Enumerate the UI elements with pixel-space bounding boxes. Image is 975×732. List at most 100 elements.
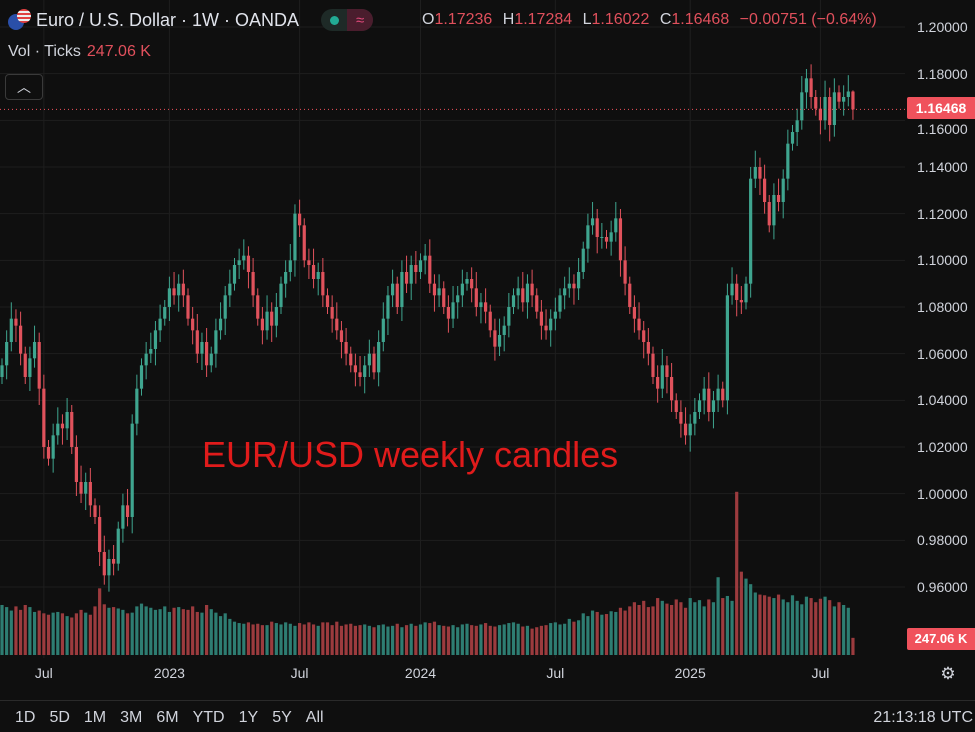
range-1d[interactable]: 1D <box>15 709 36 726</box>
volume-bar <box>232 621 237 655</box>
volume-bar <box>23 605 27 655</box>
volume-bar <box>307 622 311 655</box>
candle-body <box>530 283 534 296</box>
candle-body <box>298 213 302 226</box>
candle-body <box>46 446 51 459</box>
volume-bar <box>577 620 581 655</box>
volume-bar <box>293 625 297 655</box>
gear-icon[interactable]: ⚙ <box>940 664 956 683</box>
volume-bar <box>42 613 46 655</box>
volume-indicator-value: 247.06 K <box>86 43 151 60</box>
range-1m[interactable]: 1M <box>83 709 107 726</box>
candle-body <box>484 302 488 312</box>
last-price-label: 1.16468 <box>907 97 975 119</box>
candle-body <box>437 288 441 296</box>
last-volume-label: 247.06 K <box>907 628 975 650</box>
candle-body <box>325 295 330 307</box>
x-tick-label: Jul <box>811 665 830 681</box>
volume-bar <box>14 606 18 655</box>
candle-body <box>846 91 850 97</box>
volume-bar <box>428 623 432 655</box>
volume-bar <box>144 606 148 655</box>
y-tick-label: 1.06000 <box>917 345 968 362</box>
collapse-legend-button[interactable]: ︿ <box>5 74 43 100</box>
candle-body <box>418 260 423 272</box>
range-3m[interactable]: 3M <box>120 709 143 726</box>
candle-body <box>479 302 483 307</box>
wave-icon: ≈ <box>347 9 374 31</box>
volume-bar <box>186 609 190 655</box>
range-all[interactable]: All <box>305 709 324 726</box>
y-tick-label: 1.02000 <box>917 438 968 455</box>
volume-indicator-label: Vol · Ticks <box>8 43 81 60</box>
candle-body <box>28 358 32 377</box>
chart-annotation[interactable]: EUR/USD weekly candles <box>202 434 619 475</box>
volume-bar <box>349 623 353 655</box>
volume-bar <box>716 577 720 655</box>
volume-bar <box>288 623 292 655</box>
candle-body <box>209 353 213 366</box>
candle-body <box>70 411 74 447</box>
ohlc-legend: O1.17236 H1.17284 L1.16022 C1.16468 −0.0… <box>422 11 883 29</box>
volume-bar <box>488 625 492 655</box>
candle-body <box>139 365 144 389</box>
volume-bar <box>432 621 437 655</box>
volume-bar <box>121 609 125 655</box>
volume-bar <box>163 606 167 655</box>
candle-body <box>423 255 427 261</box>
volume-bar <box>372 627 376 655</box>
candle-body <box>609 232 613 242</box>
volume-bar <box>563 623 567 655</box>
volume-bar <box>525 625 530 655</box>
volume-bar <box>442 625 446 655</box>
market-status-pill[interactable]: ≈ <box>321 9 374 31</box>
candle-body <box>414 264 418 272</box>
volume-bar <box>60 613 65 655</box>
candle-body <box>65 411 69 429</box>
range-ytd[interactable]: YTD <box>192 709 225 726</box>
volume-bar <box>511 622 516 655</box>
candle-body <box>288 260 292 272</box>
volume-bar <box>56 611 60 655</box>
candle-body <box>42 388 46 447</box>
volume-bar <box>832 606 836 655</box>
volume-bar <box>325 622 330 655</box>
volume-bar <box>177 607 181 655</box>
volume-bar <box>772 598 776 655</box>
range-5y[interactable]: 5Y <box>272 709 292 726</box>
candle-body <box>604 236 609 242</box>
volume-bar <box>693 602 697 655</box>
candle-body <box>670 376 674 401</box>
volume-bar <box>65 616 69 655</box>
symbol-header[interactable]: Euro / U.S. Dollar · 1W · OANDA ≈ <box>8 9 374 31</box>
volume-legend[interactable]: Vol · Ticks 247.06 K <box>8 43 151 61</box>
candle-body <box>395 283 399 307</box>
volume-bar <box>423 622 427 655</box>
range-5d[interactable]: 5D <box>49 709 70 726</box>
range-1y[interactable]: 1Y <box>238 709 259 726</box>
candle-body <box>702 388 706 401</box>
symbol-title[interactable]: Euro / U.S. Dollar · 1W · OANDA <box>36 9 300 30</box>
candle-body <box>507 306 511 326</box>
candle-body <box>590 218 595 226</box>
volume-bar <box>721 598 725 655</box>
volume-bar <box>497 625 502 655</box>
candle-body <box>0 365 4 377</box>
volume-bar <box>581 613 585 655</box>
volume-bar <box>702 606 706 655</box>
volume-bar <box>637 605 641 655</box>
candle-body <box>14 318 18 326</box>
range-6m[interactable]: 6M <box>156 709 179 726</box>
volume-bar <box>507 623 511 655</box>
candles <box>0 64 855 592</box>
price-chart[interactable] <box>0 0 975 700</box>
volume-bar <box>274 623 278 655</box>
volume-bar <box>660 600 664 655</box>
volume-bar <box>116 608 120 655</box>
clock[interactable]: 21:13:18 UTC <box>873 709 973 726</box>
candle-body <box>800 92 804 121</box>
candle-body <box>307 260 311 265</box>
y-tick-label: 1.10000 <box>917 252 968 269</box>
volume-bar <box>739 571 743 655</box>
candle-body <box>493 330 497 347</box>
